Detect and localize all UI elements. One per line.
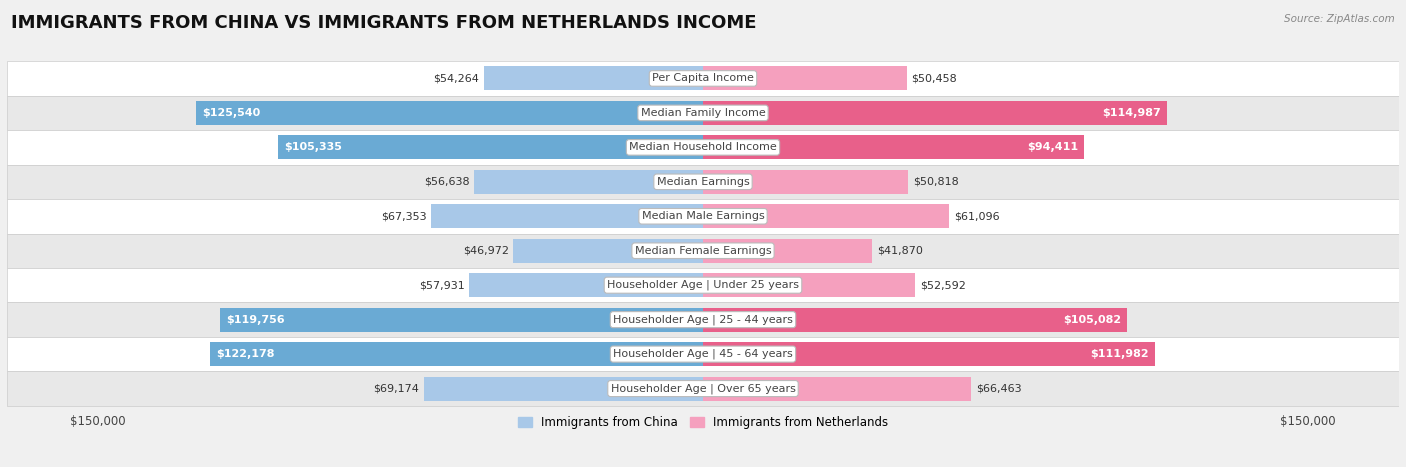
Text: $52,592: $52,592 (920, 280, 966, 290)
Text: $94,411: $94,411 (1026, 142, 1078, 152)
Text: Source: ZipAtlas.com: Source: ZipAtlas.com (1284, 14, 1395, 24)
Bar (474, 170, 703, 194)
Text: $41,870: $41,870 (877, 246, 922, 256)
Text: $105,082: $105,082 (1063, 315, 1121, 325)
Text: $50,818: $50,818 (912, 177, 959, 187)
Bar (703, 273, 915, 297)
Legend: Immigrants from China, Immigrants from Netherlands: Immigrants from China, Immigrants from N… (513, 411, 893, 433)
Text: $46,972: $46,972 (463, 246, 509, 256)
Bar (703, 239, 872, 263)
Bar (484, 66, 703, 91)
Bar (209, 342, 703, 366)
Bar (7, 199, 1399, 234)
Text: Median Female Earnings: Median Female Earnings (634, 246, 772, 256)
Text: IMMIGRANTS FROM CHINA VS IMMIGRANTS FROM NETHERLANDS INCOME: IMMIGRANTS FROM CHINA VS IMMIGRANTS FROM… (11, 14, 756, 32)
Text: $111,982: $111,982 (1090, 349, 1149, 359)
Text: $119,756: $119,756 (226, 315, 284, 325)
Text: $56,638: $56,638 (425, 177, 470, 187)
Text: $67,353: $67,353 (381, 211, 426, 221)
Bar (425, 376, 703, 401)
Bar (7, 303, 1399, 337)
Bar (513, 239, 703, 263)
Bar (7, 234, 1399, 268)
Text: Householder Age | Over 65 years: Householder Age | Over 65 years (610, 383, 796, 394)
Bar (703, 376, 972, 401)
Text: $122,178: $122,178 (217, 349, 274, 359)
Text: Per Capita Income: Per Capita Income (652, 73, 754, 84)
Text: $125,540: $125,540 (202, 108, 260, 118)
Bar (7, 61, 1399, 96)
Text: $57,931: $57,931 (419, 280, 464, 290)
Bar (432, 204, 703, 228)
Bar (197, 101, 703, 125)
Text: $50,458: $50,458 (911, 73, 957, 84)
Text: $114,987: $114,987 (1102, 108, 1161, 118)
Bar (7, 337, 1399, 371)
Bar (703, 342, 1154, 366)
Text: $61,096: $61,096 (955, 211, 1000, 221)
Bar (703, 204, 949, 228)
Bar (278, 135, 703, 159)
Bar (7, 371, 1399, 406)
Text: $105,335: $105,335 (284, 142, 342, 152)
Bar (7, 164, 1399, 199)
Bar (703, 66, 907, 91)
Bar (7, 130, 1399, 164)
Text: $66,463: $66,463 (976, 383, 1022, 394)
Bar (470, 273, 703, 297)
Bar (703, 135, 1084, 159)
Text: Householder Age | 45 - 64 years: Householder Age | 45 - 64 years (613, 349, 793, 359)
Bar (219, 308, 703, 332)
Bar (703, 170, 908, 194)
Text: Householder Age | 25 - 44 years: Householder Age | 25 - 44 years (613, 314, 793, 325)
Bar (703, 101, 1167, 125)
Text: Median Household Income: Median Household Income (628, 142, 778, 152)
Text: $54,264: $54,264 (433, 73, 479, 84)
Text: $69,174: $69,174 (373, 383, 419, 394)
Text: Median Family Income: Median Family Income (641, 108, 765, 118)
Bar (7, 96, 1399, 130)
Bar (7, 268, 1399, 303)
Bar (703, 308, 1128, 332)
Text: Median Male Earnings: Median Male Earnings (641, 211, 765, 221)
Text: Median Earnings: Median Earnings (657, 177, 749, 187)
Text: Householder Age | Under 25 years: Householder Age | Under 25 years (607, 280, 799, 290)
